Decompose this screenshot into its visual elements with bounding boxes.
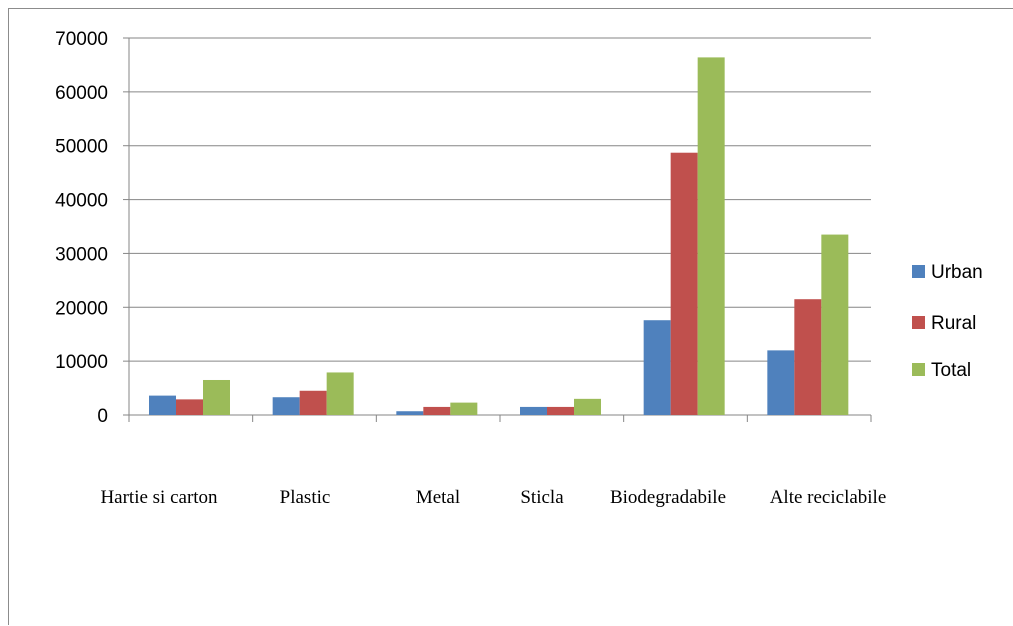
x-category-label: Sticla xyxy=(520,487,564,508)
x-category-label: Alte reciclabile xyxy=(770,487,887,508)
legend: Urban Rural Total xyxy=(912,262,983,381)
bar-total xyxy=(203,379,230,415)
y-tick-label: 70000 xyxy=(55,29,108,50)
bar-total xyxy=(821,234,849,415)
x-category-label: Biodegradabile xyxy=(610,487,726,508)
bar-total xyxy=(326,372,354,415)
legend-swatch-urban xyxy=(912,265,925,278)
gridlines xyxy=(129,37,871,362)
y-tick-label: 10000 xyxy=(55,352,108,373)
bar-rural xyxy=(670,152,698,416)
axes xyxy=(123,37,872,422)
bar-urban xyxy=(149,395,176,415)
bar-rural xyxy=(794,299,822,415)
y-tick-label: 0 xyxy=(97,406,108,427)
bar-urban xyxy=(396,411,424,415)
y-tick-label: 20000 xyxy=(55,298,108,319)
bar-total xyxy=(574,398,601,415)
chart-frame: 0 10000 20000 30000 40000 50000 60000 70000 Har… xyxy=(8,8,1013,625)
y-tick-label: 40000 xyxy=(55,191,108,212)
legend-label-total: Total xyxy=(931,360,971,381)
legend-label-rural: Rural xyxy=(931,313,976,334)
y-tick-label: 50000 xyxy=(55,137,108,158)
bars xyxy=(149,57,849,416)
x-category-label: Plastic xyxy=(280,487,331,508)
bar-urban xyxy=(767,350,795,415)
x-category-label: Metal xyxy=(416,487,460,508)
bar-urban xyxy=(520,406,547,415)
x-category-label: Hartie si carton xyxy=(100,487,218,508)
bar-chart: 0 10000 20000 30000 40000 50000 60000 70000 Har… xyxy=(55,29,983,508)
bar-rural xyxy=(547,406,574,415)
bar-rural xyxy=(176,399,203,415)
bar-total xyxy=(697,57,725,415)
y-tick-label: 60000 xyxy=(55,83,108,104)
y-tick-label: 30000 xyxy=(55,244,108,265)
bar-urban xyxy=(643,320,671,415)
y-tick-labels: 0 10000 20000 30000 40000 50000 60000 70000 xyxy=(55,29,108,427)
legend-label-urban: Urban xyxy=(931,262,983,283)
legend-swatch-total xyxy=(912,363,925,376)
bar-urban xyxy=(272,397,300,415)
bar-total xyxy=(450,402,478,415)
bar-rural xyxy=(299,390,327,415)
legend-swatch-rural xyxy=(912,316,925,329)
bar-rural xyxy=(423,406,451,415)
x-category-labels: Hartie si carton Plastic Metal Sticla Biodeg… xyxy=(100,487,886,508)
